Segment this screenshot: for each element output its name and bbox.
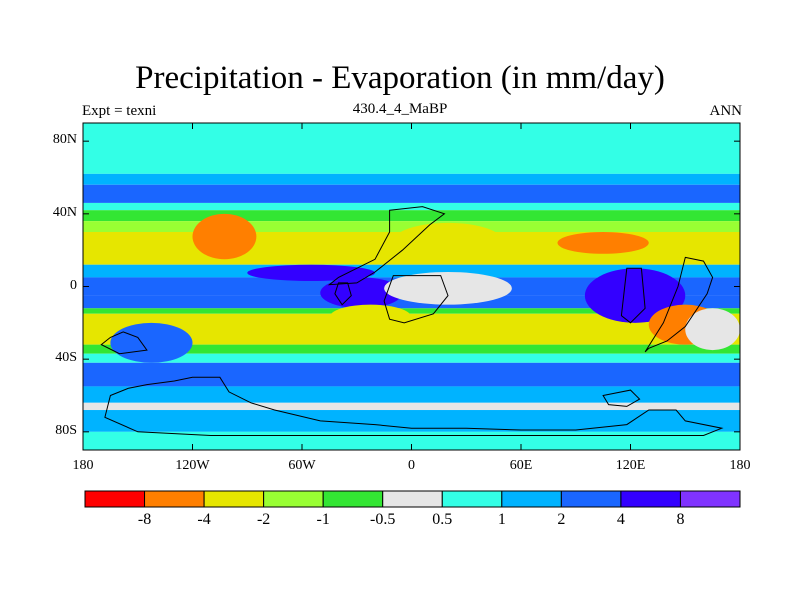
zonal-band-0 [83, 123, 740, 174]
y-tick-label: 80N [52, 132, 77, 148]
anomaly-region-0 [192, 213, 257, 260]
anomaly-region-9 [685, 308, 740, 351]
anomaly-region-1 [247, 264, 375, 282]
x-tick-label: 180 [729, 458, 751, 473]
colorbar-box-8 [560, 490, 622, 508]
y-tick-label: 0 [70, 277, 77, 293]
zonal-band-7 [83, 264, 740, 278]
zonal-band-2 [83, 184, 740, 203]
zonal-band-4 [83, 210, 740, 222]
coastline-central-landmass [383, 275, 449, 324]
colorbar-box-9 [620, 490, 681, 508]
zonal-band-10 [83, 308, 740, 314]
zonal-band-15 [83, 386, 740, 403]
season-label: ANN [709, 103, 743, 119]
x-tick-label: 120E [615, 458, 646, 473]
colorbar-label: -4 [197, 511, 211, 528]
y-tick-label: 40S [55, 350, 77, 366]
coastline-southeastern-blob [602, 389, 641, 407]
colorbar-box-3 [263, 490, 324, 508]
colorbar-label: 4 [616, 511, 625, 528]
coastline-eastern-landmass [644, 256, 714, 353]
colorbar-box-10 [679, 490, 741, 508]
colorbar-label: -2 [256, 511, 271, 528]
colorbar-box-5 [382, 490, 443, 508]
anomaly-region-7 [584, 268, 686, 323]
colorbar-box-6 [441, 490, 503, 508]
colorbar-box-2 [203, 490, 265, 508]
colorbar-label: 0.5 [432, 511, 453, 528]
x-tick-label: 60E [509, 458, 533, 473]
anomaly-region-4 [384, 271, 512, 305]
coastline-western-island [334, 282, 352, 306]
colorbar-label: 2 [557, 511, 566, 528]
x-tick-label: 0 [408, 458, 415, 473]
coastline-southern-continent [104, 376, 724, 436]
anomaly-region-5 [393, 222, 503, 260]
colorbar-label: 8 [676, 511, 685, 528]
x-tick-label: 120W [175, 458, 210, 473]
zonal-band-16 [83, 402, 740, 411]
zonal-band-9 [83, 295, 740, 309]
colorbar-box-0 [84, 490, 146, 508]
colorbar-label: -0.5 [370, 511, 396, 528]
anomaly-region-2 [320, 277, 403, 309]
coastline-eastern-strip [620, 267, 646, 324]
zonal-band-14 [83, 362, 740, 387]
experiment-label: Expt = texni [82, 103, 157, 119]
colorbar-box-4 [322, 490, 384, 508]
anomaly-region-3 [329, 304, 412, 331]
zonal-band-13 [83, 353, 740, 363]
coastline-southwestern-islands [100, 331, 148, 355]
zonal-band-3 [83, 202, 740, 211]
zonal-band-1 [83, 173, 740, 185]
x-tick-label: 180 [72, 458, 94, 473]
zonal-band-18 [83, 431, 740, 450]
zonal-band-5 [83, 221, 740, 232]
zonal-band-17 [83, 410, 740, 432]
zonal-band-12 [83, 344, 740, 354]
colorbar-label: 1 [497, 511, 506, 528]
y-tick-label: 40N [52, 204, 77, 220]
chart-title: Precipitation - Evaporation (in mm/day) [135, 60, 665, 96]
y-tick-label: 80S [55, 422, 77, 438]
coastline-northern-continent [327, 206, 446, 286]
colorbar-box-1 [144, 490, 205, 508]
colorbar-box-7 [501, 490, 562, 508]
anomaly-region-10 [110, 322, 193, 363]
colorbar-label: -8 [137, 511, 152, 528]
colorbar-label: -1 [316, 511, 330, 528]
x-tick-label: 60W [288, 458, 316, 473]
anomaly-region-6 [557, 232, 649, 254]
period-label: 430.4_4_MaBP [352, 101, 448, 117]
